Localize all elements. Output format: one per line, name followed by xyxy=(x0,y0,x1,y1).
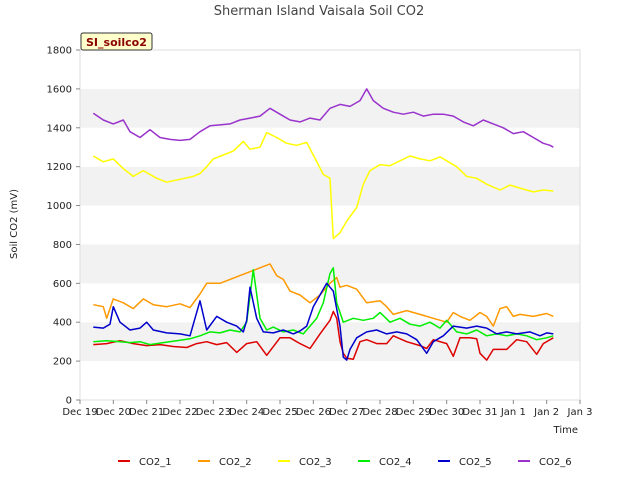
station-badge: SI_soilco2 xyxy=(80,32,153,51)
series-line-co2-3 xyxy=(92,131,554,240)
x-tick-label: Dec 28 xyxy=(362,407,397,418)
station-badge-box xyxy=(80,32,153,51)
x-tick-label: Dec 26 xyxy=(296,407,331,418)
x-tick-label: Dec 21 xyxy=(129,407,164,418)
plot-band xyxy=(80,283,580,323)
y-axis-ticks: 0 200 400 600 800 1000 1200 1400 1600 1800 xyxy=(47,46,80,407)
x-tick-label: Dec 30 xyxy=(429,407,464,418)
plot-band xyxy=(80,244,580,284)
legend-label: CO2_2 xyxy=(219,457,252,468)
legend-label: CO2_1 xyxy=(139,457,172,468)
series-lines xyxy=(92,88,554,361)
station-badge-label: SI_soilco2 xyxy=(86,36,147,49)
plot-frame xyxy=(79,49,581,401)
x-tick-label: Dec 20 xyxy=(96,407,131,418)
x-tick-label: Dec 23 xyxy=(196,407,231,418)
y-tick-label: 1400 xyxy=(47,123,72,134)
legend-label: CO2_6 xyxy=(539,457,572,468)
x-tick-label: Dec 31 xyxy=(462,407,497,418)
chart-title: Sherman Island Vaisala Soil CO2 xyxy=(214,4,424,19)
y-tick-label: 600 xyxy=(53,279,72,290)
x-tick-label: Dec 25 xyxy=(262,407,297,418)
y-tick-label: 800 xyxy=(53,240,72,251)
x-tick-label: Dec 19 xyxy=(62,407,97,418)
y-tick-label: 200 xyxy=(53,357,72,368)
plot-band xyxy=(80,205,580,245)
y-tick-label: 1000 xyxy=(47,201,72,212)
x-axis-label: Time xyxy=(553,425,578,436)
plot-background-bands xyxy=(80,50,580,400)
plot-band xyxy=(80,50,580,89)
y-tick-label: 1600 xyxy=(47,84,72,95)
y-tick-label: 0 xyxy=(66,396,72,407)
y-tick-label: 400 xyxy=(53,318,72,329)
y-tick-label: 1800 xyxy=(47,46,72,57)
plot-band xyxy=(80,361,580,400)
x-tick-label: Dec 29 xyxy=(396,407,431,418)
x-tick-label: Dec 24 xyxy=(229,407,264,418)
x-tick-label: Jan 2 xyxy=(533,407,559,418)
x-tick-label: Jan 3 xyxy=(567,407,593,418)
series-line-co2-4 xyxy=(93,267,554,346)
series-line-co2-2 xyxy=(93,263,554,327)
x-tick-label: Jan 1 xyxy=(500,407,526,418)
y-axis-label: Soil CO2 (mV) xyxy=(9,189,20,259)
legend: CO2_1 CO2_2 CO2_3 CO2_4 CO2_5 CO2_6 xyxy=(118,457,572,468)
legend-label: CO2_3 xyxy=(299,457,332,468)
plot-band xyxy=(80,322,580,362)
x-tick-label: Dec 22 xyxy=(162,407,197,418)
y-tick-label: 1200 xyxy=(47,162,72,173)
plot-band xyxy=(80,127,580,167)
x-tick-label: Dec 27 xyxy=(329,407,364,418)
legend-label: CO2_4 xyxy=(379,457,412,468)
series-line-co2-5 xyxy=(93,282,554,361)
series-line-co2-6 xyxy=(92,88,554,148)
legend-label: CO2_5 xyxy=(459,457,492,468)
